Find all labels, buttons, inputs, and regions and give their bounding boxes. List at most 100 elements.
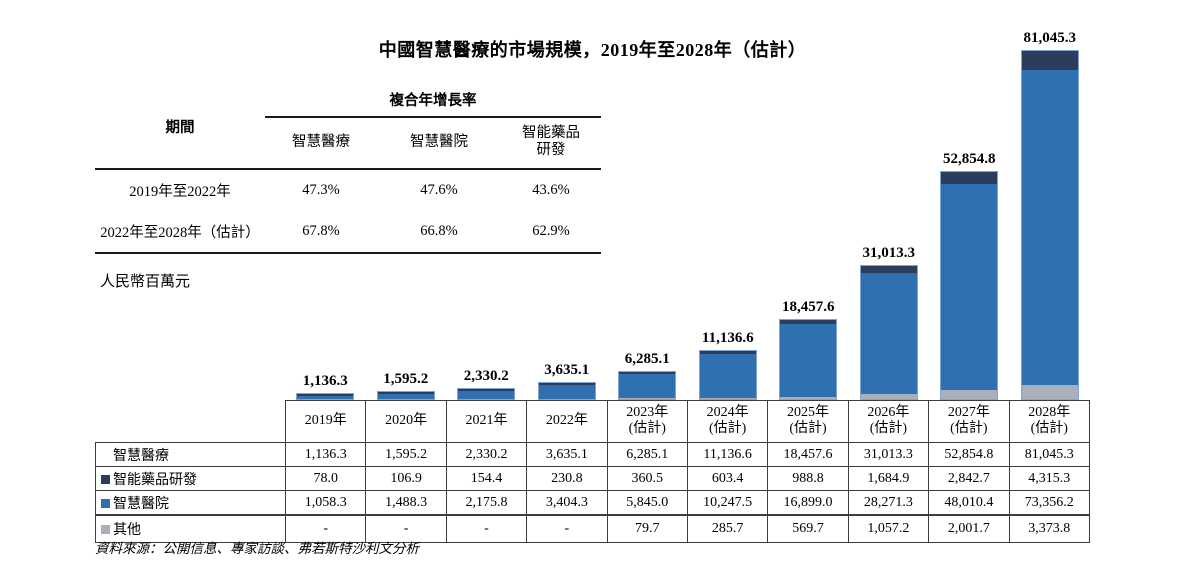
table-cell: 81,045.3 [1008, 442, 1091, 467]
bar-segment-pharma-rnd [941, 172, 998, 185]
table-row: 其他 - - - -79.7 285.7 569.7 1,057.2 2,001.7 3,373.… [95, 514, 1091, 543]
table-cell: 18,457.6 [767, 442, 849, 467]
table-cell: 1,684.9 [847, 466, 930, 491]
table-cell: 3,635.1 [526, 442, 608, 467]
cagr-value: 47.6% [420, 181, 458, 198]
bar-segment-pharma-rnd [1021, 51, 1078, 70]
table-cell: 2,001.7 [928, 514, 1010, 543]
table-cell: 11,136.6 [686, 442, 769, 467]
bar-value-label: 81,045.3 [1023, 30, 1077, 47]
chart-column-2025: 18,457.6 [768, 0, 849, 400]
cagr-col-smart-healthcare: 智慧醫療 [265, 117, 377, 170]
table-cell: 106.9 [365, 466, 447, 491]
bar-segment-smart-hospital [780, 324, 837, 397]
bar-segment-smart-hospital [941, 184, 998, 391]
bar-segment-pharma-rnd [780, 319, 837, 325]
table-cell: 28,271.3 [847, 490, 930, 516]
table-cell: 16,899.0 [767, 490, 849, 516]
cagr-period-2: 2022年至2028年（估計） [95, 210, 265, 254]
chart-data-table: 2019年 2020年 2021年 2022年 2023年 (估計) 2024年 (估計)… [95, 400, 1091, 543]
cagr-span-header: 複合年增長率 [265, 86, 601, 118]
bar-segment-pharma-rnd [377, 392, 434, 394]
cagr-value: 47.3% [302, 181, 340, 198]
year-header-2024: 2024年 (估計) [686, 400, 769, 443]
cagr-value: 62.9% [501, 210, 601, 254]
y-axis-unit-label: 人民幣百萬元 [100, 274, 191, 290]
table-cell: - [365, 514, 447, 543]
table-row: 智慧醫院 1,058.3 1,488.3 2,175.8 3,404.3 5,845.0 1… [95, 490, 1091, 516]
bar-value-label: 52,854.8 [943, 151, 996, 168]
table-cell: 4,315.3 [1008, 466, 1091, 491]
bar-segment-smart-hospital [860, 273, 917, 395]
bar-segment-pharma-rnd [699, 351, 756, 354]
row-label-text: 其他 [113, 523, 141, 538]
bar-segment-smart-hospital [458, 390, 515, 399]
legend-marker-icon [101, 525, 110, 534]
bar-segment-others [699, 397, 756, 399]
row-label: 智能藥品研發 [95, 466, 286, 491]
table-cell: 360.5 [606, 466, 688, 491]
bar-segment-others [619, 397, 676, 399]
row-label-text: 智慧醫療 [113, 448, 169, 464]
table-cell: 603.4 [686, 466, 769, 491]
bar-value-label: 18,457.6 [782, 298, 835, 315]
bar-value-label: 1,595.2 [383, 371, 429, 388]
year-header-2025: 2025年 (估計) [767, 400, 849, 443]
cagr-period-header: 期間 [95, 86, 265, 170]
table-row: 智能藥品研發 78.0 106.9 154.4 230.8 360.5 603.4 988.8… [95, 466, 1091, 491]
bar-segment-others [1021, 384, 1078, 399]
bar-segment-others [941, 390, 998, 399]
legend-marker-icon [101, 498, 110, 508]
table-corner-cell [96, 401, 286, 443]
row-label: 其他 [95, 514, 286, 543]
bar-value-label: 1,136.3 [302, 373, 348, 390]
table-cell: - [445, 514, 528, 543]
table-cell: 154.4 [445, 466, 528, 491]
row-label-text: 智能藥品研發 [113, 472, 197, 488]
chart-column-2022: 3,635.1 [527, 0, 608, 400]
chart-column-2020: 1,595.2 [366, 0, 447, 400]
table-cell: 230.8 [526, 466, 608, 491]
chart-column-2019: 1,136.3 [285, 0, 366, 400]
year-header-2021: 2021年 [445, 400, 528, 443]
bar-segment-smart-hospital [1021, 69, 1078, 385]
table-cell: 5,845.0 [606, 490, 688, 516]
cagr-col-smart-hospital: 智慧醫院 [377, 117, 501, 170]
table-cell: 31,013.3 [847, 442, 930, 467]
stacked-bar [618, 371, 677, 400]
stacked-bar [296, 393, 355, 400]
table-cell: 285.7 [686, 514, 769, 543]
stacked-bar [376, 391, 435, 400]
row-label: 智慧醫院 [95, 490, 286, 516]
table-cell: 3,373.8 [1008, 514, 1091, 543]
table-cell: 1,057.2 [847, 514, 930, 543]
year-header-2022: 2022年 [526, 400, 608, 443]
chart-column-2021: 2,330.2 [446, 0, 527, 400]
table-row: 智慧醫療 1,136.3 1,595.2 2,330.2 3,635.1 6,285.1 1… [95, 442, 1091, 467]
year-header-2020: 2020年 [365, 400, 447, 443]
year-header-2019: 2019年 [284, 400, 367, 443]
bar-value-label: 11,136.6 [701, 330, 754, 347]
bar-segment-pharma-rnd [538, 383, 595, 385]
stacked-bar [698, 350, 757, 400]
stacked-bar [537, 382, 596, 400]
cagr-col-pharma-rnd: 智能藥品 研發 [501, 117, 601, 170]
bar-value-label: 2,330.2 [463, 368, 509, 384]
bar-segment-smart-hospital [297, 395, 354, 399]
table-cell: 48,010.4 [928, 490, 1010, 516]
bar-segment-pharma-rnd [619, 372, 676, 374]
bar-value-label: 31,013.3 [862, 244, 916, 261]
cagr-value: 67.8% [265, 210, 377, 254]
table-cell: 1,488.3 [365, 490, 447, 516]
bar-segment-pharma-rnd [458, 389, 515, 391]
year-header-2026: 2026年 (估計) [847, 400, 930, 443]
chart-column-2028: 81,045.3 [1010, 0, 1091, 400]
year-header-2028: 2028年 (估計) [1008, 400, 1091, 443]
legend-marker-icon [101, 474, 110, 484]
bar-segment-others [780, 396, 837, 399]
chart-column-2024: 11,136.6 [688, 0, 769, 400]
table-cell: 569.7 [767, 514, 849, 543]
table-cell: 1,595.2 [365, 442, 447, 467]
table-cell: 73,356.2 [1008, 490, 1091, 516]
bar-segment-smart-hospital [619, 373, 676, 398]
